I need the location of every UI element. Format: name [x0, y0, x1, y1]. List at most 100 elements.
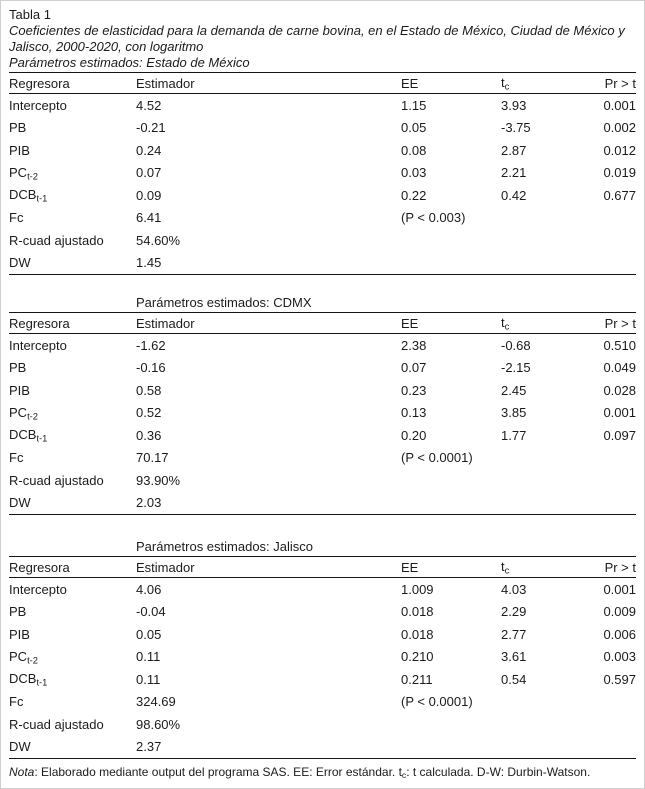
tc-header-subscript: c [504, 565, 510, 576]
tc-header-subscript: c [504, 81, 510, 92]
row-label-text: PC [9, 164, 28, 180]
cell-tc: 2.29 [501, 604, 527, 620]
row-label: DW [9, 255, 136, 270]
cell-tc: 2.77 [501, 626, 527, 642]
row-label: PIB [9, 143, 136, 158]
cell-pr: 0.049 [603, 360, 636, 376]
cell-pr: 0.006 [603, 626, 636, 642]
table-row: R-cuad ajustado 93.90% [9, 469, 636, 492]
cell-estimador: 93.90% [136, 472, 181, 488]
cell-pr: 0.677 [603, 187, 636, 203]
cell-tc: -3.75 [501, 120, 531, 136]
cell-estimador: 0.52 [136, 405, 162, 421]
table-row: Intercepto -1.62 2.38 -0.68 0.510 [9, 334, 636, 357]
cell-ee: 0.22 [401, 187, 427, 203]
cell-pr: 0.097 [603, 427, 636, 443]
cell-tc: 2.21 [501, 165, 527, 181]
table-row: PB -0.21 0.05 -3.75 0.002 [9, 117, 636, 140]
col-header-pr: Pr > t [604, 559, 636, 575]
cell-tc: 4.03 [501, 581, 527, 597]
row-label: DCBt-1 [9, 427, 136, 443]
cell-tc: 2.45 [501, 382, 527, 398]
col-header-pr: Pr > t [604, 75, 636, 91]
row-label-text: PIB [9, 142, 30, 158]
row-label-subscript: t-2 [27, 654, 38, 665]
cell-estimador: 54.60% [136, 232, 181, 248]
table-header-row: Regresora Estimador EE tc Pr > t [9, 557, 636, 578]
cell-tc: 1.77 [501, 427, 527, 443]
table-row: PIB 0.24 0.08 2.87 0.012 [9, 139, 636, 162]
col-header-regresora: Regresora [9, 75, 70, 91]
cell-pr: 0.001 [603, 581, 636, 597]
table-subtitle: Parámetros estimados: CDMX [9, 295, 636, 313]
table-row: Fc 70.17 (P < 0.0001) [9, 447, 636, 470]
cell-estimador: 2.37 [136, 739, 162, 755]
cell-estimador: 0.05 [136, 626, 162, 642]
row-label-subscript: t-1 [36, 433, 48, 444]
row-label-text: Fc [9, 694, 24, 710]
table-section-estado-de-mexico: Parámetros estimados: Estado de México R… [9, 55, 636, 275]
cell-pr: 0.009 [603, 604, 636, 620]
row-label-text: DCB [9, 187, 37, 203]
table-subtitle: Parámetros estimados: Jalisco [9, 539, 636, 557]
row-label-subscript: t-1 [36, 193, 48, 204]
table-note: Nota: Elaborado mediante output del prog… [9, 765, 635, 783]
table-row: DCBt-1 0.09 0.22 0.42 0.677 [9, 184, 636, 207]
table-header-row: Regresora Estimador EE tc Pr > t [9, 313, 636, 334]
cell-ee: 0.05 [401, 120, 427, 136]
row-label-text: Intercepto [9, 581, 67, 597]
cell-pr: 0.001 [603, 97, 636, 113]
row-label: PCt-2 [9, 649, 136, 665]
row-label: DCBt-1 [9, 671, 136, 687]
cell-pr: 0.012 [603, 142, 636, 158]
row-label: Fc [9, 450, 136, 465]
col-header-estimador: Estimador [136, 315, 195, 331]
cell-tc: 3.85 [501, 405, 527, 421]
col-header-ee: EE [401, 75, 419, 91]
table-row: DCBt-1 0.36 0.20 1.77 0.097 [9, 424, 636, 447]
table-row: R-cuad ajustado 54.60% [9, 229, 636, 252]
cell-estimador: -0.21 [136, 120, 166, 136]
row-label-text: R-cuad ajustado [9, 472, 104, 488]
table-row: DW 2.37 [9, 736, 636, 759]
table-row: PB -0.04 0.018 2.29 0.009 [9, 601, 636, 624]
cell-tc: -0.68 [501, 337, 531, 353]
table-header-row: Regresora Estimador EE tc Pr > t [9, 73, 636, 94]
table-body: Intercepto 4.06 1.009 4.03 0.001 PB -0.04 0.018… [9, 578, 636, 759]
cell-pr: 0.003 [603, 649, 636, 665]
row-label-text: DCB [9, 427, 37, 443]
cell-estimador: 0.09 [136, 187, 162, 203]
table-row: PCt-2 0.11 0.210 3.61 0.003 [9, 646, 636, 669]
table-section-jalisco: Parámetros estimados: Jalisco Regresora … [9, 539, 636, 759]
row-label: Intercepto [9, 582, 136, 597]
row-label-text: PB [9, 120, 27, 136]
cell-tc: 2.87 [501, 142, 527, 158]
table-row: PB -0.16 0.07 -2.15 0.049 [9, 357, 636, 380]
table-row: PCt-2 0.07 0.03 2.21 0.019 [9, 162, 636, 185]
row-label-text: DCB [9, 671, 37, 687]
row-label: PCt-2 [9, 405, 136, 421]
row-label: PB [9, 120, 136, 135]
table-row: Fc 6.41 (P < 0.003) [9, 207, 636, 230]
table-subtitle: Parámetros estimados: Estado de México [9, 55, 636, 73]
cell-estimador: 6.41 [136, 210, 162, 226]
cell-ee: 0.07 [401, 360, 427, 376]
cell-tc: -2.15 [501, 360, 531, 376]
tc-header-text: t [501, 558, 505, 574]
cell-ee: 0.210 [401, 649, 434, 665]
cell-tc: 3.93 [501, 97, 527, 113]
note-text-suffix: : t calculada. D-W: Durbin-Watson. [406, 765, 591, 779]
col-header-regresora: Regresora [9, 559, 70, 575]
row-label: DW [9, 739, 136, 754]
table-caption: Coeficientes de elasticidad para la dema… [9, 23, 625, 54]
cell-estimador: 0.07 [136, 165, 162, 181]
table-row: DW 1.45 [9, 252, 636, 275]
table-row: PCt-2 0.52 0.13 3.85 0.001 [9, 402, 636, 425]
cell-estimador: 98.60% [136, 716, 181, 732]
row-label-text: PIB [9, 382, 30, 398]
note-text: : Elaborado mediante output del programa… [34, 765, 402, 779]
cell-ee: 0.211 [401, 671, 433, 687]
row-label-text: Intercepto [9, 337, 67, 353]
col-header-ee: EE [401, 315, 419, 331]
cell-ee: 2.38 [401, 337, 427, 353]
